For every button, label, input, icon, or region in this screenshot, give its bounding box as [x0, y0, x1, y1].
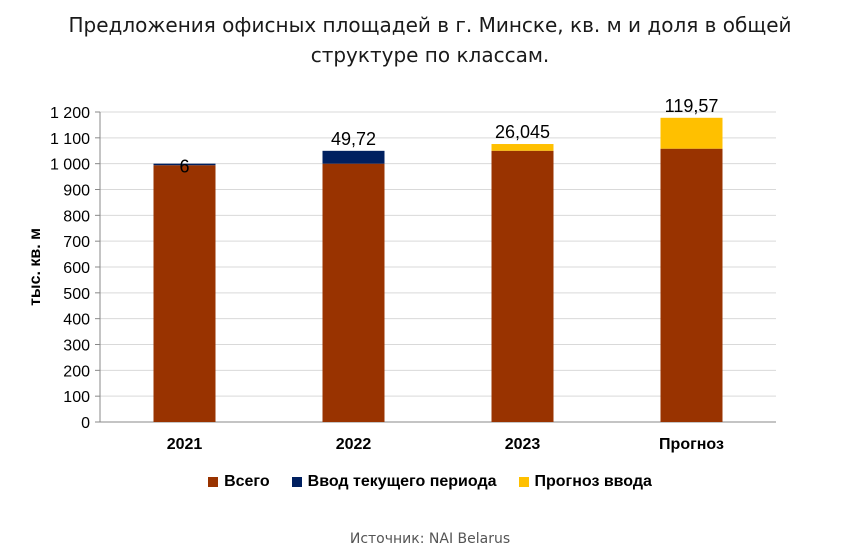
bar-current	[322, 150, 385, 164]
legend-swatch-current	[291, 477, 302, 487]
legend-swatch-total	[208, 477, 219, 487]
legend-swatch-forecast	[518, 477, 529, 487]
legend-item-total: Всего	[208, 473, 270, 491]
y-axis-label: тыс. кв. м	[27, 228, 44, 306]
title-line-2: структуре по классам.	[310, 43, 550, 67]
data-label: 6	[179, 157, 189, 177]
y-tick-label: 700	[63, 234, 90, 251]
x-tick-label: Прогноз	[659, 436, 724, 453]
y-tick-label: 1 100	[50, 131, 90, 148]
x-tick-label: 2022	[336, 436, 372, 453]
legend-label-total: Всего	[224, 473, 270, 490]
y-tick-label: 800	[63, 208, 90, 225]
title-line-1: Предложения офисных площадей в г. Минске…	[68, 13, 792, 37]
y-tick-label: 200	[63, 363, 90, 380]
y-tick-label: 600	[63, 260, 90, 277]
bar-total	[322, 163, 385, 422]
y-tick-label: 1 000	[50, 157, 90, 174]
bar-forecast	[660, 117, 723, 149]
bar-total	[491, 150, 554, 422]
data-label: 119,57	[665, 96, 719, 116]
legend-label-forecast: Прогноз ввода	[534, 473, 652, 490]
source-note: Источник: NAI Belarus	[349, 531, 511, 547]
y-tick-label: 0	[81, 415, 90, 432]
stacked-bar-chart: 0 100 200 300 400 500 600 700 800 900 1 000 1 100 1 …	[27, 96, 776, 453]
x-tick-label: 2023	[505, 436, 541, 453]
y-tick-label: 500	[63, 286, 90, 303]
y-tick-label: 1 200	[50, 105, 90, 122]
bar-total	[153, 165, 216, 422]
bar-forecast	[491, 144, 554, 151]
data-label: 26,045	[495, 122, 550, 142]
x-tick-label: 2021	[167, 436, 203, 453]
y-tick-label: 300	[63, 338, 90, 355]
legend: Всего Ввод текущего периода Прогноз ввод…	[0, 473, 860, 491]
y-tick-label: 900	[63, 183, 90, 200]
bar-current	[153, 163, 216, 166]
chart-title: Предложения офисных площадей в г. Минске…	[0, 10, 860, 70]
legend-item-forecast: Прогноз ввода	[518, 473, 652, 491]
y-tick-label: 100	[63, 389, 90, 406]
legend-label-current: Ввод текущего периода	[307, 473, 497, 490]
y-tick-label: 400	[63, 312, 90, 329]
data-label: 49,72	[331, 129, 376, 149]
legend-item-current: Ввод текущего периода	[291, 473, 497, 491]
bar-total	[660, 148, 723, 422]
